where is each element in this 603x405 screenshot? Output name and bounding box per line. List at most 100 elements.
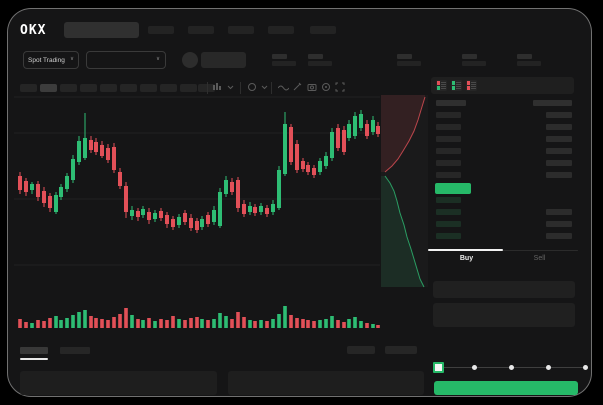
icon-cell <box>467 85 470 88</box>
stat-label-placeholder <box>517 54 532 59</box>
ask-price-placeholder[interactable] <box>436 136 461 142</box>
slider-handle[interactable] <box>433 362 444 373</box>
book-both-icon[interactable] <box>436 80 447 91</box>
pair-name-placeholder[interactable] <box>201 52 246 68</box>
toolbar-divider <box>240 82 241 94</box>
icon-row <box>452 81 461 83</box>
amount-input[interactable] <box>433 303 575 327</box>
timeframe-button[interactable] <box>120 84 137 92</box>
stat-label-placeholder <box>308 54 323 59</box>
bid-price-placeholder[interactable] <box>436 197 461 203</box>
bottom-info-box <box>228 371 424 395</box>
icon-cell <box>467 81 470 83</box>
icon-row <box>452 87 461 90</box>
icon-line <box>471 81 476 83</box>
buy-submit-button[interactable] <box>434 381 578 395</box>
chevron-down-icon: ∨ <box>69 56 74 63</box>
price-input[interactable] <box>433 281 575 298</box>
slider-stop-dot[interactable] <box>583 365 588 370</box>
icon-row <box>437 85 446 88</box>
slider-stop-dot[interactable] <box>472 365 477 370</box>
ask-amount-placeholder <box>546 172 572 178</box>
ask-price-placeholder[interactable] <box>436 112 461 118</box>
ask-amount-placeholder <box>546 136 572 142</box>
nav-item[interactable] <box>188 26 214 34</box>
nav-item[interactable] <box>268 26 294 34</box>
market-type-selector[interactable]: Spot Trading ∨ <box>23 51 79 69</box>
timeframe-button[interactable] <box>160 84 177 92</box>
bottom-action-pill[interactable] <box>385 346 417 354</box>
stat-value-placeholder <box>397 61 421 66</box>
icon-line <box>456 81 461 83</box>
icon-row <box>437 81 446 83</box>
icon-cell <box>437 81 440 83</box>
icon-row <box>452 83 461 86</box>
timeframe-button[interactable] <box>60 84 77 92</box>
okx-logo: OKX <box>20 23 47 38</box>
bottom-info-box <box>20 371 217 395</box>
timeframe-button[interactable] <box>20 84 37 92</box>
tab-buy[interactable]: Buy <box>459 255 474 262</box>
ask-amount-placeholder <box>546 124 572 130</box>
nav-item[interactable] <box>148 26 174 34</box>
timeframe-button[interactable] <box>140 84 157 92</box>
coin-avatar <box>182 52 198 68</box>
bottom-tab[interactable] <box>60 347 90 354</box>
toolbar-divider <box>207 82 208 94</box>
icon-cell <box>467 83 470 86</box>
icon-line <box>456 83 461 85</box>
bottom-tab[interactable] <box>20 347 48 354</box>
icon-cell <box>452 85 455 88</box>
bid-price-placeholder[interactable] <box>436 221 461 227</box>
ask-price-placeholder[interactable] <box>436 172 461 178</box>
tabbar-divider <box>428 250 578 251</box>
last-price-bar[interactable] <box>435 183 471 194</box>
icon-line <box>456 88 461 90</box>
bid-amount-placeholder <box>546 209 572 215</box>
stat-value-placeholder <box>462 61 486 66</box>
bottom-action-pill[interactable] <box>347 346 375 354</box>
icon-cell <box>437 85 440 88</box>
nav-item[interactable] <box>310 26 336 34</box>
bid-price-placeholder[interactable] <box>436 233 461 239</box>
slider-stop-dot[interactable] <box>546 365 551 370</box>
tab-sell[interactable]: Sell <box>533 255 546 262</box>
stat-label-placeholder <box>272 54 287 59</box>
timeframe-button[interactable] <box>80 84 97 92</box>
icon-cell <box>452 81 455 83</box>
icon-row <box>467 83 476 86</box>
icon-line <box>471 86 476 88</box>
ask-price-placeholder[interactable] <box>436 148 461 154</box>
stat-label-placeholder <box>462 54 477 59</box>
icon-cell <box>437 87 440 90</box>
icon-line <box>471 88 476 90</box>
pair-selector[interactable]: ∨ <box>86 51 166 69</box>
search-input[interactable] <box>64 22 139 38</box>
nav-item[interactable] <box>228 26 254 34</box>
icon-row <box>437 83 446 86</box>
ask-price-placeholder[interactable] <box>436 124 461 130</box>
icon-line <box>441 88 446 90</box>
timeframe-button[interactable] <box>198 84 215 92</box>
stat-value-placeholder <box>308 61 332 66</box>
timeframe-button[interactable] <box>40 84 57 92</box>
ask-amount-placeholder <box>546 148 572 154</box>
timeframe-button[interactable] <box>100 84 117 92</box>
ask-price-placeholder[interactable] <box>436 160 461 166</box>
icon-row <box>467 87 476 90</box>
bid-price-placeholder[interactable] <box>436 209 461 215</box>
icon-line <box>441 81 446 83</box>
icon-cell <box>452 87 455 90</box>
icon-row <box>467 85 476 88</box>
icon-row <box>467 81 476 83</box>
ask-amount-placeholder <box>546 112 572 118</box>
icon-row <box>437 87 446 90</box>
timeframe-button[interactable] <box>180 84 197 92</box>
icon-line <box>441 86 446 88</box>
slider-stop-dot[interactable] <box>509 365 514 370</box>
icon-cell <box>452 83 455 86</box>
bid-amount-placeholder <box>546 221 572 227</box>
book-bids-icon[interactable] <box>451 80 462 91</box>
book-asks-icon[interactable] <box>466 80 477 91</box>
